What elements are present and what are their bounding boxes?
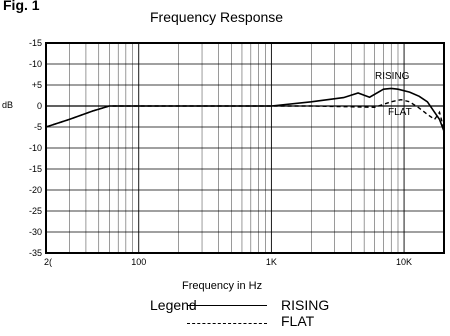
figure-label: Fig. 1 [3, 0, 40, 13]
y-tick-label: -10 [29, 143, 42, 153]
y-tick-label: -15 [29, 38, 42, 48]
y-tick-label: -15 [29, 164, 42, 174]
legend-label-rising: RISING [281, 297, 330, 313]
legend-dashed-line-swatch [187, 323, 267, 324]
legend-title: Legend [150, 297, 197, 313]
y-tick-label: -30 [29, 227, 42, 237]
series-line-flat [45, 98, 445, 130]
legend-label-flat: FLAT [281, 313, 315, 329]
annotation-rising: RISING [375, 71, 410, 82]
grid [46, 42, 444, 254]
x-axis-title: Frequency in Hz [182, 280, 263, 292]
x-tick-label: 2( [44, 257, 52, 267]
y-tick-label: +5 [32, 80, 42, 90]
y-tick-label: 0 [37, 101, 42, 111]
y-tick-label: -10 [29, 59, 42, 69]
annotation-flat: FLAT [388, 107, 412, 118]
legend-solid-line-swatch [187, 305, 267, 306]
y-tick-label: -5 [34, 122, 42, 132]
chart-title: Frequency Response [150, 9, 284, 25]
y-tick-label: -25 [29, 206, 42, 216]
y-tick-label: -20 [29, 185, 42, 195]
series-lines [45, 87, 445, 132]
y-tick-label: -35 [29, 248, 42, 258]
x-tick-labels: 2( 100 1K 10K [44, 257, 412, 267]
x-tick-label: 10K [396, 257, 412, 267]
y-tick-labels: -15 -10 +5 0 -5 -10 -15 -20 -25 -30 -35 [29, 38, 42, 258]
x-tick-label: 100 [131, 257, 146, 267]
y-axis-label: dB [2, 100, 13, 110]
series-line-rising [45, 87, 445, 132]
x-tick-label: 1K [266, 257, 277, 267]
